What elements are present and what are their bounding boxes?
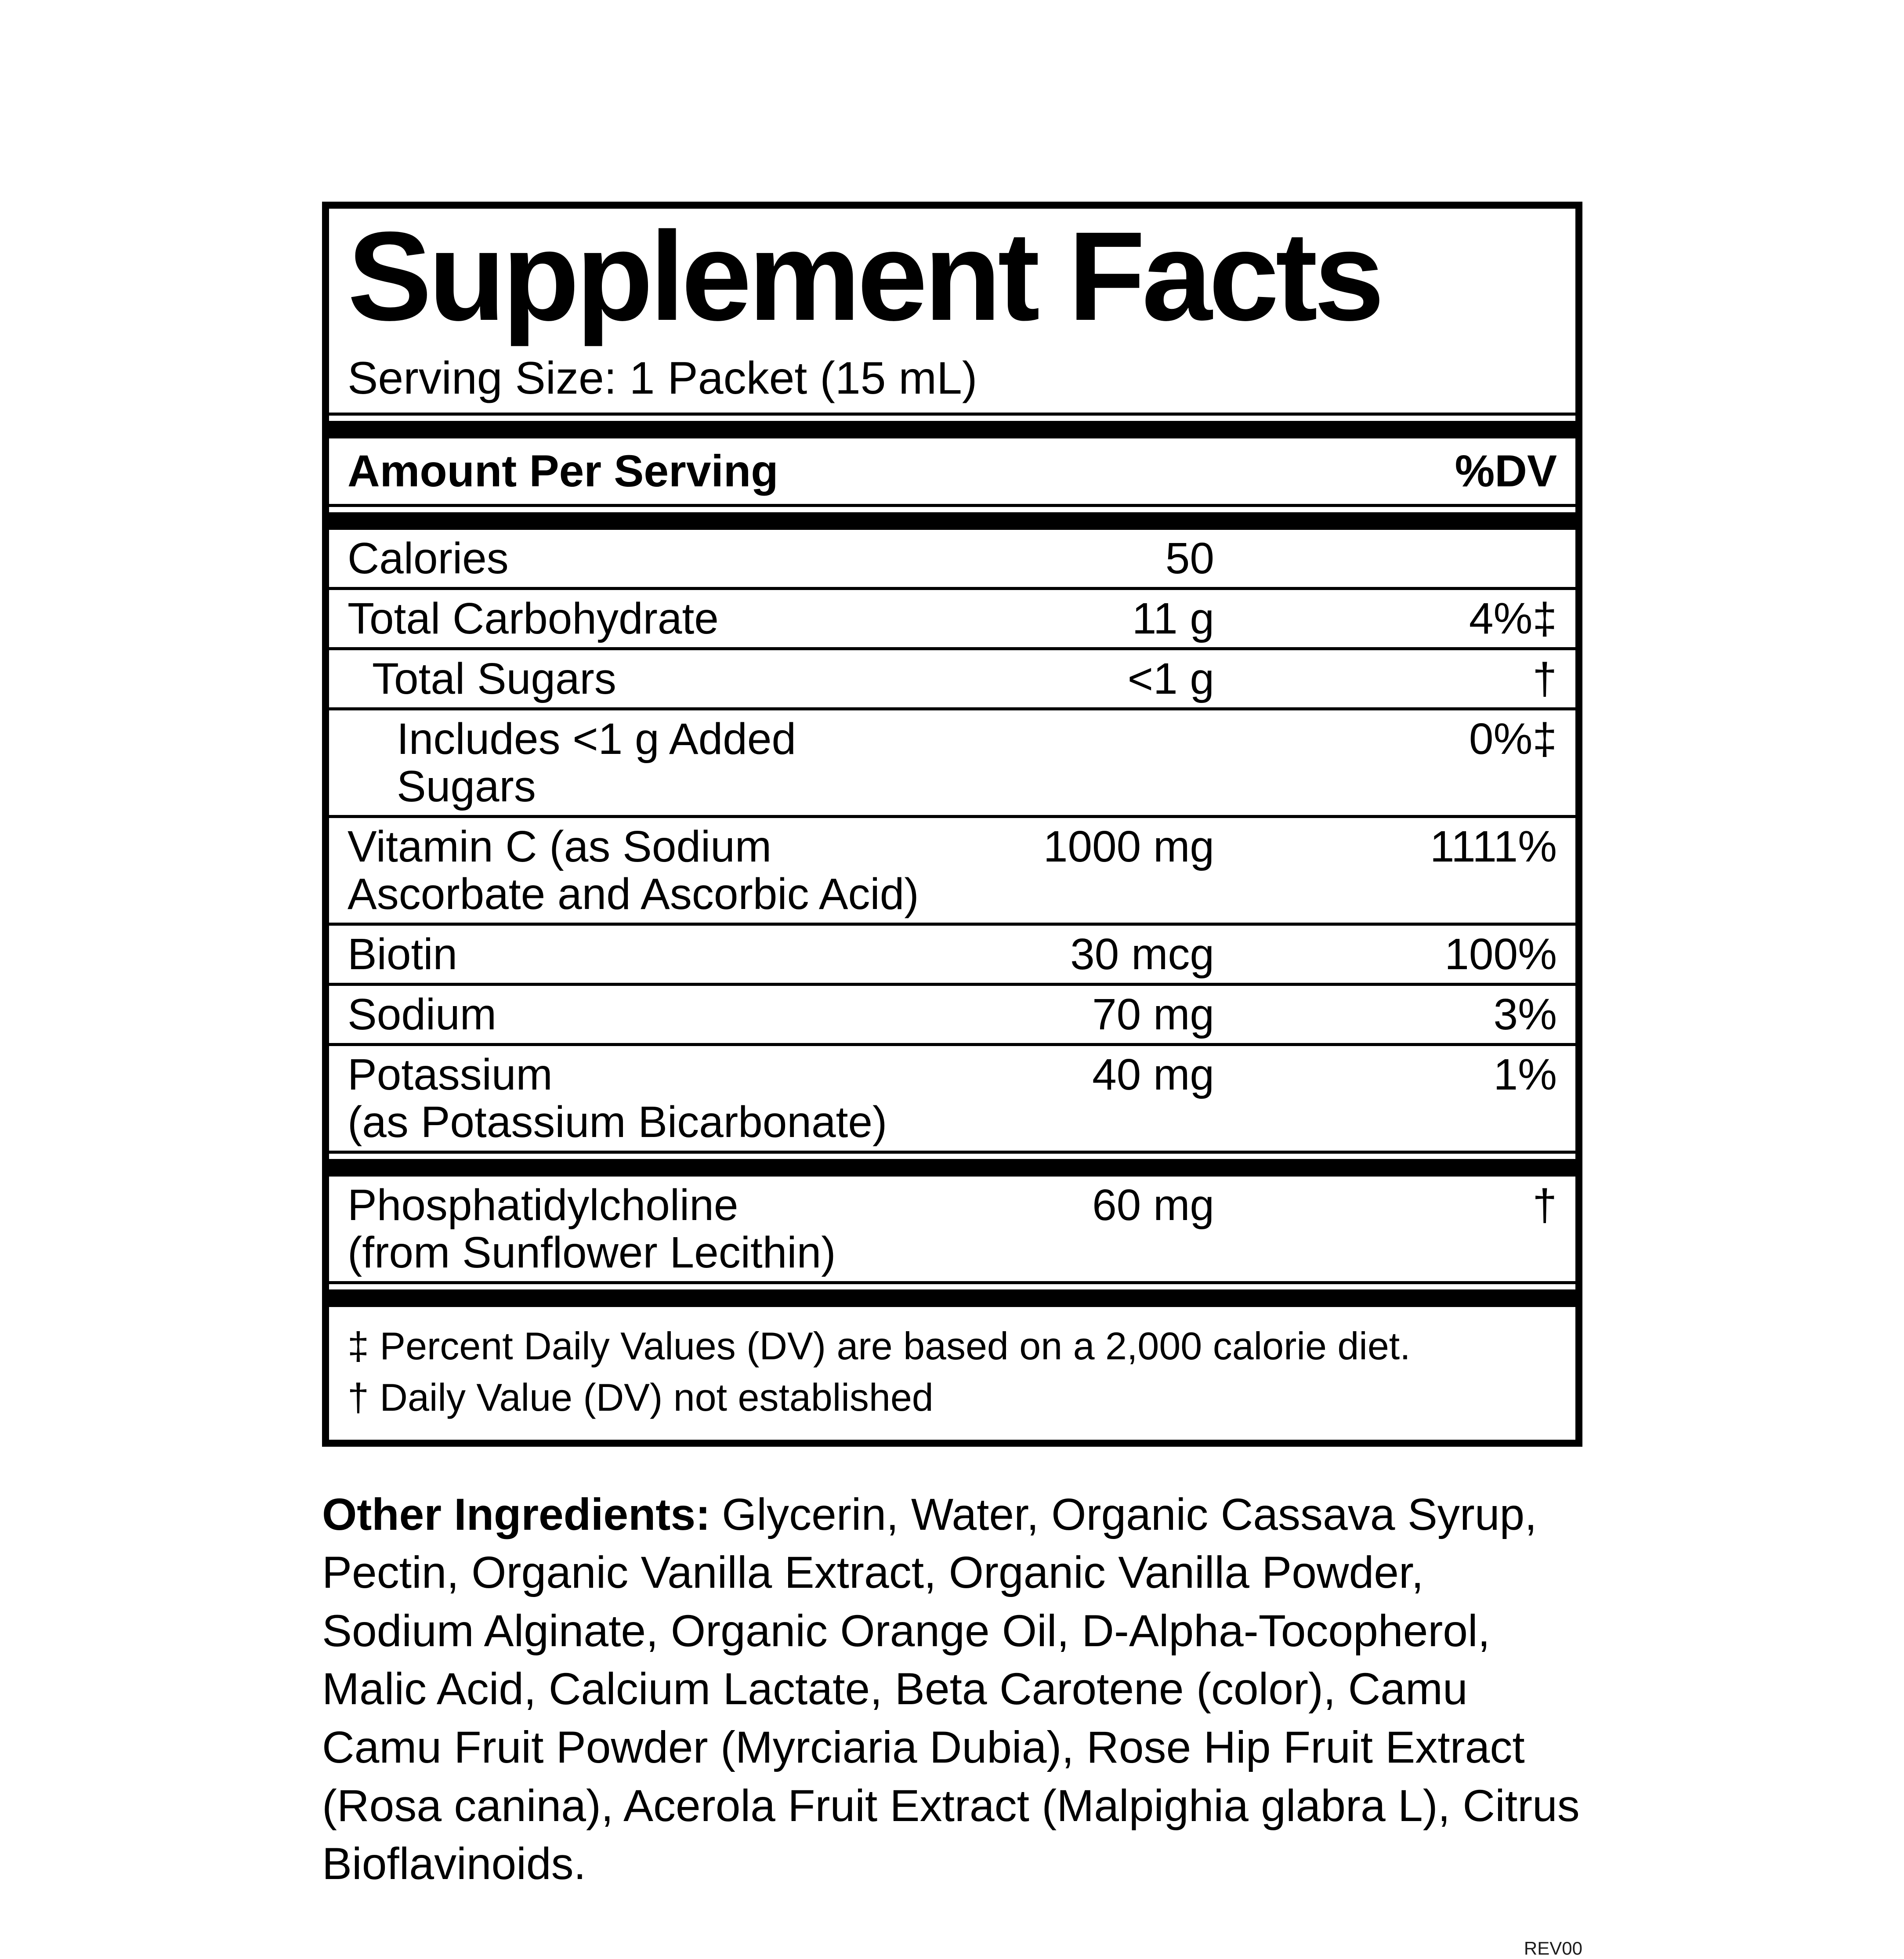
nutrient-name: Vitamin C (as Sodium — [347, 822, 772, 871]
nutrient-name: Biotin — [347, 929, 458, 979]
supplement-facts-panel: Supplement Facts Serving Size: 1 Packet … — [322, 202, 1582, 1447]
thin-divider — [329, 815, 1575, 818]
other-ingredients-text: Glycerin, Water, Organic Cassava Syrup, … — [322, 1489, 1580, 1889]
other-ingredients: Other Ingredients: Glycerin, Water, Organ… — [322, 1485, 1582, 1893]
footnote-percent-dv: ‡ Percent Daily Values (DV) are based on… — [347, 1324, 1411, 1368]
nutrient-name-line2: (as Potassium Bicarbonate) — [347, 1097, 887, 1147]
divider-spacer — [329, 1284, 1575, 1289]
nutrient-name: Phosphatidylcholine — [347, 1180, 738, 1230]
nutrient-amount: 70 mg — [1092, 989, 1214, 1039]
footnotes: ‡ Percent Daily Values (DV) are based on… — [329, 1307, 1575, 1440]
nutrient-name: Total Sugars — [372, 654, 616, 703]
nutrient-amount: 1000 mg — [1043, 822, 1214, 871]
divider-spacer — [329, 1153, 1575, 1159]
nutrient-name: Includes <1 g Added Sugars — [397, 714, 796, 811]
other-ingredients-label: Other Ingredients: — [322, 1489, 711, 1539]
thick-divider — [329, 1289, 1575, 1307]
table-row-biotin: Biotin 30 mcg 100% — [329, 926, 1575, 983]
thick-divider — [329, 1159, 1575, 1177]
nutrient-dv: † — [1532, 1180, 1557, 1230]
header-amount-per-serving: Amount Per Serving — [347, 445, 778, 496]
nutrient-amount: 40 mg — [1092, 1050, 1214, 1099]
thin-divider — [329, 503, 1575, 507]
nutrient-amount: 11 g — [1132, 594, 1214, 643]
nutrient-dv: 0%‡ — [1469, 714, 1557, 764]
thin-divider — [329, 922, 1575, 926]
thin-divider — [329, 587, 1575, 590]
nutrient-amount: 60 mg — [1092, 1180, 1214, 1230]
nutrient-amount: <1 g — [1127, 654, 1214, 703]
label-column: Supplement Facts Serving Size: 1 Packet … — [322, 202, 1582, 1959]
table-row-calories: Calories 50 — [329, 530, 1575, 587]
table-row-total-carbohydrate: Total Carbohydrate 11 g 4%‡ — [329, 590, 1575, 647]
thick-divider — [329, 512, 1575, 530]
nutrient-dv: 3% — [1493, 989, 1557, 1039]
table-row-potassium: Potassium (as Potassium Bicarbonate) 40 … — [329, 1046, 1575, 1151]
nutrient-name-line2: Ascorbate and Ascorbic Acid) — [347, 869, 919, 919]
revision-code: REV00 — [1524, 1937, 1582, 1959]
nutrient-name: Total Carbohydrate — [347, 594, 719, 643]
table-row-phosphatidylcholine: Phosphatidylcholine (from Sunflower Leci… — [329, 1177, 1575, 1281]
nutrient-dv: 100% — [1444, 929, 1557, 979]
serving-size: Serving Size: 1 Packet (15 mL) — [347, 352, 977, 404]
table-row-total-sugars: Total Sugars <1 g † — [329, 650, 1575, 707]
header-percent-dv: %DV — [1455, 445, 1557, 496]
table-row-added-sugars: Includes <1 g Added Sugars 0%‡ — [329, 710, 1575, 815]
thin-divider — [329, 982, 1575, 986]
thin-divider — [329, 1043, 1575, 1046]
thin-divider — [329, 707, 1575, 710]
table-row-sodium: Sodium 70 mg 3% — [329, 986, 1575, 1043]
nutrient-name: Sodium — [347, 989, 497, 1039]
thin-divider — [329, 1281, 1575, 1284]
label-sheet: { "colors": { "ink": "#000000", "backgro… — [322, 202, 1582, 1959]
nutrient-amount: 50 — [1165, 533, 1214, 583]
thin-divider — [329, 1150, 1575, 1154]
nutrient-name: Potassium — [347, 1050, 553, 1099]
nutrient-dv: 1% — [1493, 1050, 1557, 1099]
thin-divider — [329, 647, 1575, 650]
nutrient-dv: 4%‡ — [1469, 594, 1557, 643]
nutrient-name: Calories — [347, 533, 509, 583]
table-header: Amount Per Serving %DV — [329, 438, 1575, 504]
nutrient-dv: 1111% — [1430, 822, 1557, 871]
divider-spacer — [329, 507, 1575, 512]
nutrient-dv: † — [1532, 654, 1557, 703]
panel-title: Supplement Facts — [347, 206, 1384, 347]
nutrient-amount: 30 mcg — [1070, 929, 1214, 979]
nutrient-name-line2: (from Sunflower Lecithin) — [347, 1228, 836, 1277]
thin-divider — [329, 412, 1575, 416]
divider-spacer — [329, 415, 1575, 421]
footnote-dv-not-established: † Daily Value (DV) not established — [347, 1375, 934, 1419]
table-row-vitamin-c: Vitamin C (as Sodium Ascorbate and Ascor… — [329, 818, 1575, 923]
thick-divider — [329, 420, 1575, 438]
